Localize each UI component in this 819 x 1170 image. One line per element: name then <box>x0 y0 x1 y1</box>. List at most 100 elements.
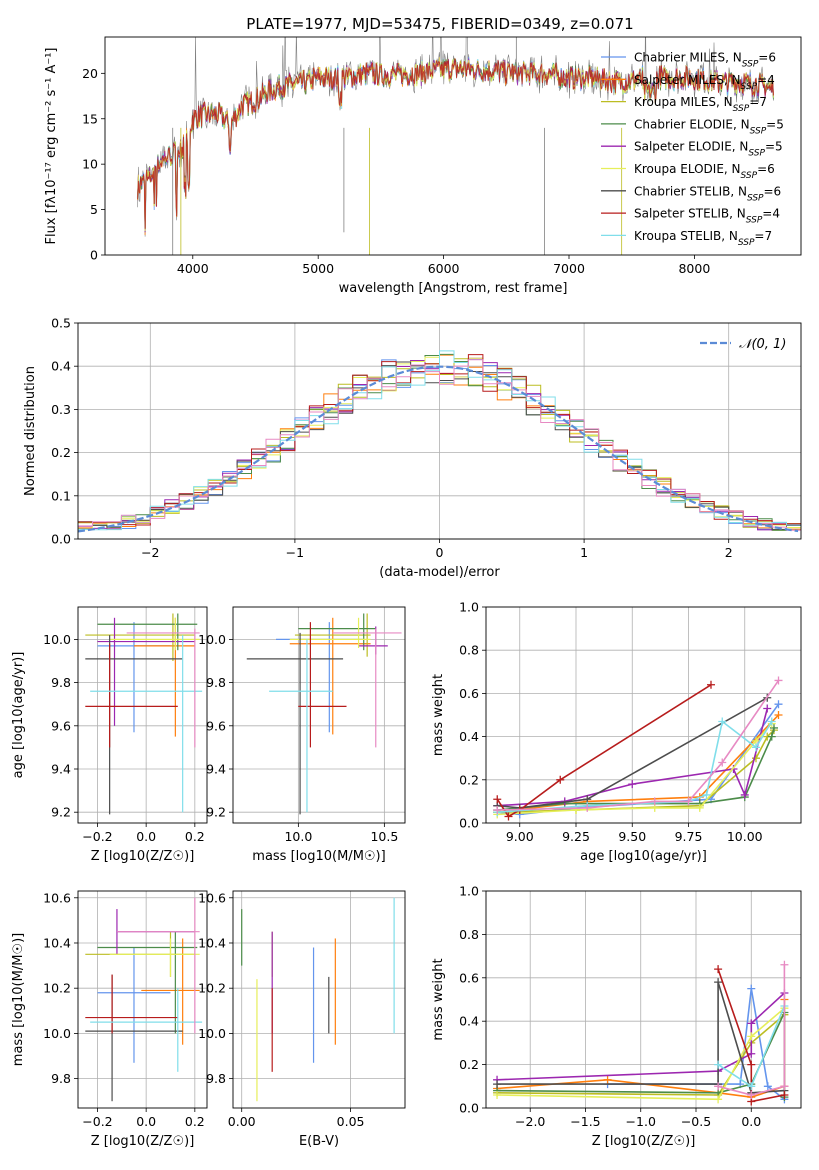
residuals-ylabel: Normed distribution <box>23 366 38 496</box>
weight_vs_age-frame <box>485 606 802 824</box>
weight_vs_Z-panel: −2.0 −1.5 −1.0 −0.5 0.0 0.0 0.2 0.4 0.6 0.8 1.0 Z [… <box>431 884 802 1149</box>
weight-point-marker <box>747 1082 756 1091</box>
spectrum-xlabel: wavelength [Angstrom, rest frame] <box>339 281 568 296</box>
age_vs_Z-xlabel: Z [log10(Z/Z☉)] <box>91 849 195 864</box>
x-tick-label: 0.0 <box>136 1114 156 1129</box>
y-tick-label: 1.0 <box>459 884 479 899</box>
error-bar-point <box>109 617 200 651</box>
error-bar-point <box>141 938 200 1045</box>
weight-series-line <box>717 964 786 1096</box>
figure-title: PLATE=1977, MJD=53475, FIBERID=0349, z=0… <box>246 15 633 33</box>
x-tick-label: 0.0 <box>741 1114 761 1129</box>
age_vs_mass-frame <box>232 606 406 824</box>
weight-point-marker <box>747 984 756 993</box>
weight-point-marker <box>780 960 789 969</box>
weight_vs_age-marks <box>493 676 783 821</box>
mass_vs_Z-xlabel: Z [log10(Z/Z☉)] <box>91 1134 195 1149</box>
histogram-step <box>78 350 801 531</box>
error-bar-point <box>85 974 178 1034</box>
x-tick-label: 10.0 <box>284 829 312 844</box>
x-tick-label: 10.00 <box>727 829 763 844</box>
weight_vs_Z-ylabel: mass weight <box>431 958 446 1040</box>
y-tick-label: 9.6 <box>51 718 71 733</box>
age_vs_Z-panel: −0.2 0.0 0.2 9.2 9.4 9.6 9.8 10.0 Z [log10(Z/Z☉)… <box>11 606 208 864</box>
residuals-ticks: −2 −1 0 1 2 0.0 0.1 0.2 0.3 0.4 0.5 <box>51 316 733 561</box>
error-bar-point <box>246 632 344 815</box>
weight-point-marker <box>747 1032 756 1041</box>
y-tick-label: 10.6 <box>43 890 71 905</box>
mass_vs_EBV-frame <box>232 890 406 1109</box>
age_vs_mass-ticks: 10.0 10.5 9.2 9.4 9.6 9.8 10.0 <box>198 632 398 844</box>
residuals-frame <box>77 322 802 540</box>
weight-point-marker <box>714 1060 723 1069</box>
y-tick-label: 0.6 <box>459 970 479 985</box>
weight-point-marker <box>707 680 715 689</box>
histogram-step <box>78 359 801 531</box>
weight-point-marker <box>714 1095 723 1104</box>
gaussian-curve <box>78 365 799 533</box>
spectrum-frame <box>104 36 802 256</box>
y-tick-label: 10.4 <box>198 935 226 950</box>
weight-point-marker <box>752 743 760 752</box>
weight-series-line <box>497 679 780 811</box>
x-tick-label: 6000 <box>428 261 460 276</box>
error-bar-point <box>109 938 200 977</box>
x-tick-label: 0.2 <box>185 1114 205 1129</box>
weight_vs_age-xlabel: age [log10(age/yr)] <box>580 849 707 864</box>
weight-point-marker <box>770 723 778 732</box>
age_vs_Z-frame <box>77 606 208 824</box>
x-tick-label: 9.25 <box>562 829 590 844</box>
x-tick-label: 9.75 <box>675 829 703 844</box>
mass_vs_Z-panel: −0.2 0.0 0.2 9.8 10.0 10.2 10.4 10.6 Z [log10(Z/… <box>11 890 208 1149</box>
y-tick-label: 15 <box>82 111 98 126</box>
age_vs_mass-marks <box>246 613 402 815</box>
mass_vs_EBV-marks <box>241 897 395 1102</box>
y-tick-label: 10.0 <box>43 1026 71 1041</box>
y-tick-label: 9.2 <box>206 805 226 820</box>
weight-series-line <box>497 1007 785 1101</box>
y-tick-label: 10.0 <box>43 632 71 647</box>
weight-point-marker <box>714 978 723 987</box>
weight-point-marker <box>714 965 723 974</box>
y-tick-label: 0.0 <box>51 532 71 547</box>
y-tick-label: 5 <box>90 202 98 217</box>
weight-point-marker <box>556 775 565 784</box>
y-tick-label: 10.2 <box>43 981 71 996</box>
weight-point-marker <box>767 732 776 741</box>
y-tick-label: 9.8 <box>206 1071 226 1086</box>
y-tick-label: 0.2 <box>459 1057 479 1072</box>
y-tick-label: 10.6 <box>198 890 226 905</box>
legend-label: 𝒩(0, 1) <box>739 337 786 352</box>
error-bar-point <box>332 628 402 748</box>
weight_vs_Z-xlabel: Z [log10(Z/Z☉)] <box>592 1134 696 1149</box>
residuals-marks <box>78 350 801 533</box>
x-tick-label: 5000 <box>302 261 334 276</box>
y-tick-label: 0.5 <box>51 316 71 331</box>
error-bar-point <box>116 897 200 1034</box>
weight-point-marker <box>684 797 693 806</box>
y-tick-label: 9.4 <box>51 762 71 777</box>
y-tick-label: 0.8 <box>459 643 479 658</box>
weight-point-marker <box>774 676 783 685</box>
x-tick-label: 1 <box>580 545 588 560</box>
weight-point-marker <box>763 1082 772 1091</box>
y-tick-label: 9.8 <box>51 675 71 690</box>
error-bar-point <box>97 947 171 1063</box>
y-tick-label: 0.0 <box>459 1101 479 1116</box>
weight_vs_age-ticks: 9.00 9.25 9.50 9.75 10.00 0.0 0.2 0.4 0.6 0.8 1.0 <box>459 600 763 845</box>
spectrum-ticks: 4000 5000 6000 7000 8000 0 5 10 15 20 <box>82 66 710 276</box>
y-tick-label: 0.2 <box>51 445 71 460</box>
weight_vs_age-ylabel: mass weight <box>431 674 446 756</box>
weight_vs_age-panel: 9.00 9.25 9.50 9.75 10.00 0.0 0.2 0.4 0.6 0.8 1.0 a… <box>431 600 802 864</box>
y-tick-label: 0.0 <box>459 816 479 831</box>
x-tick-label: 0 <box>436 545 444 560</box>
y-tick-label: 0.8 <box>459 927 479 942</box>
weight-point-marker <box>747 1049 756 1058</box>
weight-point-marker <box>747 1090 756 1099</box>
error-bar-point <box>298 613 376 651</box>
x-tick-label: −2.0 <box>515 1114 545 1129</box>
y-tick-label: 0.4 <box>459 729 479 744</box>
weight-point-marker <box>747 1019 756 1028</box>
